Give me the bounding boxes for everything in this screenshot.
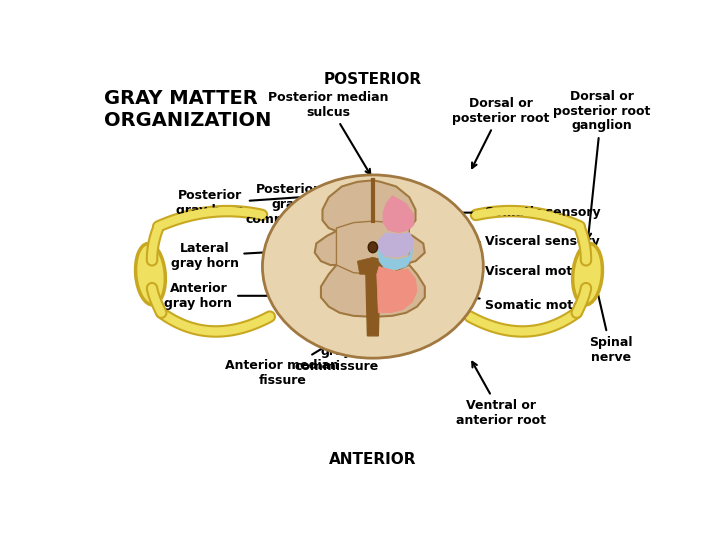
Polygon shape — [357, 257, 388, 274]
Text: ANTERIOR: ANTERIOR — [329, 452, 417, 467]
Text: Lateral
gray horn: Lateral gray horn — [171, 242, 310, 270]
Polygon shape — [366, 274, 380, 336]
Polygon shape — [378, 249, 413, 269]
Ellipse shape — [135, 244, 166, 305]
Text: Visceral motor: Visceral motor — [418, 256, 587, 278]
Text: Visceral sensory: Visceral sensory — [419, 235, 600, 248]
Text: POSTERIOR: POSTERIOR — [324, 72, 422, 87]
Ellipse shape — [262, 175, 483, 358]
Text: Posterior median
sulcus: Posterior median sulcus — [269, 91, 389, 174]
Ellipse shape — [572, 244, 603, 305]
Polygon shape — [315, 180, 425, 316]
Text: Anterior
gray horn: Anterior gray horn — [164, 282, 318, 310]
Text: Somatic motor: Somatic motor — [420, 290, 588, 312]
Text: Ventral or
anterior root: Ventral or anterior root — [456, 362, 546, 427]
Text: Anterior median
fissure: Anterior median fissure — [225, 321, 366, 387]
Ellipse shape — [368, 242, 377, 253]
Polygon shape — [336, 221, 409, 274]
Text: Dorsal or
posterior root: Dorsal or posterior root — [452, 97, 549, 168]
Text: Dorsal or
posterior root
ganglion: Dorsal or posterior root ganglion — [553, 90, 650, 238]
Text: Posterior
gray horn: Posterior gray horn — [176, 190, 318, 218]
Text: GRAY MATTER
ORGANIZATION: GRAY MATTER ORGANIZATION — [104, 90, 271, 131]
Text: Anterior
gray
commissure: Anterior gray commissure — [294, 268, 379, 373]
Text: Somatic sensory: Somatic sensory — [418, 206, 601, 219]
Polygon shape — [377, 267, 417, 313]
Text: Spinal
nerve: Spinal nerve — [586, 247, 633, 364]
Text: Posterior
gray
commissure: Posterior gray commissure — [246, 184, 362, 226]
Polygon shape — [378, 233, 414, 257]
Polygon shape — [383, 195, 414, 233]
